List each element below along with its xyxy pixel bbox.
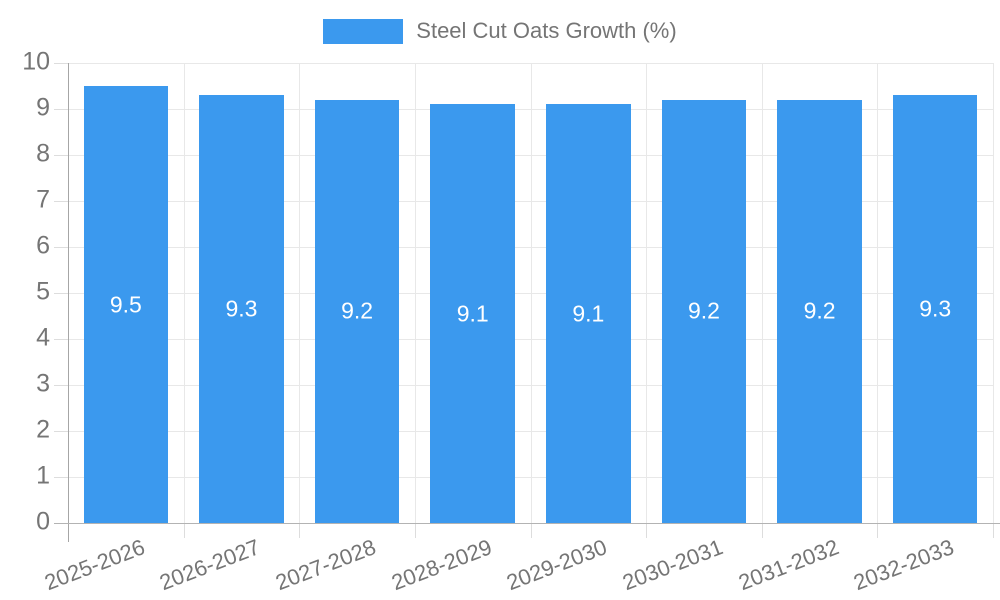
- x-tick: [877, 523, 879, 538]
- legend-swatch-icon: [323, 18, 404, 44]
- x-tick-label: 2031-2032: [734, 534, 842, 596]
- x-tick-label: 2030-2031: [618, 534, 727, 596]
- y-tick-label: 5: [36, 277, 50, 306]
- bar[interactable]: [661, 99, 747, 523]
- x-tick-label: 2032-2033: [850, 534, 958, 596]
- y-tick-label: 4: [36, 323, 50, 352]
- y-tick: [54, 385, 68, 386]
- x-tick-label: 2025-2026: [40, 534, 149, 596]
- bar-value-label: 9.2: [803, 297, 836, 324]
- x-gridline: [299, 63, 301, 523]
- bar[interactable]: [199, 95, 284, 523]
- x-tick-label: 2027-2028: [272, 534, 380, 596]
- x-axis-line: [54, 523, 1000, 524]
- x-tick: [414, 523, 416, 538]
- y-tick: [54, 63, 68, 64]
- y-tick-label: 1: [36, 461, 50, 490]
- bar-value-label: 9.3: [225, 295, 258, 322]
- y-tick-label: 2: [36, 415, 50, 444]
- x-gridline: [993, 63, 994, 523]
- bar[interactable]: [83, 86, 169, 523]
- bar[interactable]: [777, 99, 862, 523]
- bar-value-label: 9.2: [341, 297, 374, 324]
- y-tick: [54, 431, 68, 432]
- x-gridline: [414, 63, 416, 523]
- x-gridline: [530, 63, 532, 523]
- bar-value-label: 9.1: [456, 300, 489, 327]
- x-gridline: [877, 63, 879, 523]
- x-tick: [993, 523, 994, 538]
- x-tick: [530, 523, 532, 538]
- bar-value-label: 9.3: [919, 295, 952, 322]
- y-axis-line: [68, 63, 69, 542]
- chart-legend[interactable]: Steel Cut Oats Growth (%): [0, 18, 1000, 44]
- y-tick: [54, 477, 68, 478]
- y-tick: [54, 247, 68, 248]
- bar[interactable]: [430, 104, 515, 523]
- bar[interactable]: [892, 95, 978, 523]
- x-gridline: [183, 63, 185, 523]
- x-tick-label: 2026-2027: [156, 534, 264, 596]
- y-tick: [54, 155, 68, 156]
- y-tick-label: 6: [36, 231, 50, 260]
- y-tick-label: 7: [36, 185, 50, 214]
- y-tick-label: 10: [22, 47, 50, 76]
- y-tick-label: 3: [36, 369, 50, 398]
- x-tick-label: 2028-2029: [387, 534, 495, 596]
- bar[interactable]: [546, 104, 631, 523]
- x-tick: [299, 523, 301, 538]
- x-tick: [761, 523, 763, 538]
- y-tick: [54, 201, 68, 202]
- bar[interactable]: [314, 99, 400, 523]
- y-tick-label: 0: [36, 507, 50, 536]
- y-tick: [54, 339, 68, 340]
- bar-value-label: 9.2: [687, 297, 720, 324]
- y-tick: [54, 293, 68, 294]
- x-gridline: [646, 63, 648, 523]
- x-tick-label: 2029-2030: [503, 534, 611, 596]
- legend-label: Steel Cut Oats Growth (%): [416, 18, 677, 43]
- x-tick: [646, 523, 648, 538]
- y-tick-label: 8: [36, 139, 50, 168]
- x-tick: [183, 523, 185, 538]
- bar-value-label: 9.1: [572, 300, 605, 327]
- y-tick-label: 9: [36, 93, 50, 122]
- y-tick: [54, 109, 68, 110]
- x-gridline: [761, 63, 763, 523]
- bar-value-label: 9.5: [109, 291, 142, 317]
